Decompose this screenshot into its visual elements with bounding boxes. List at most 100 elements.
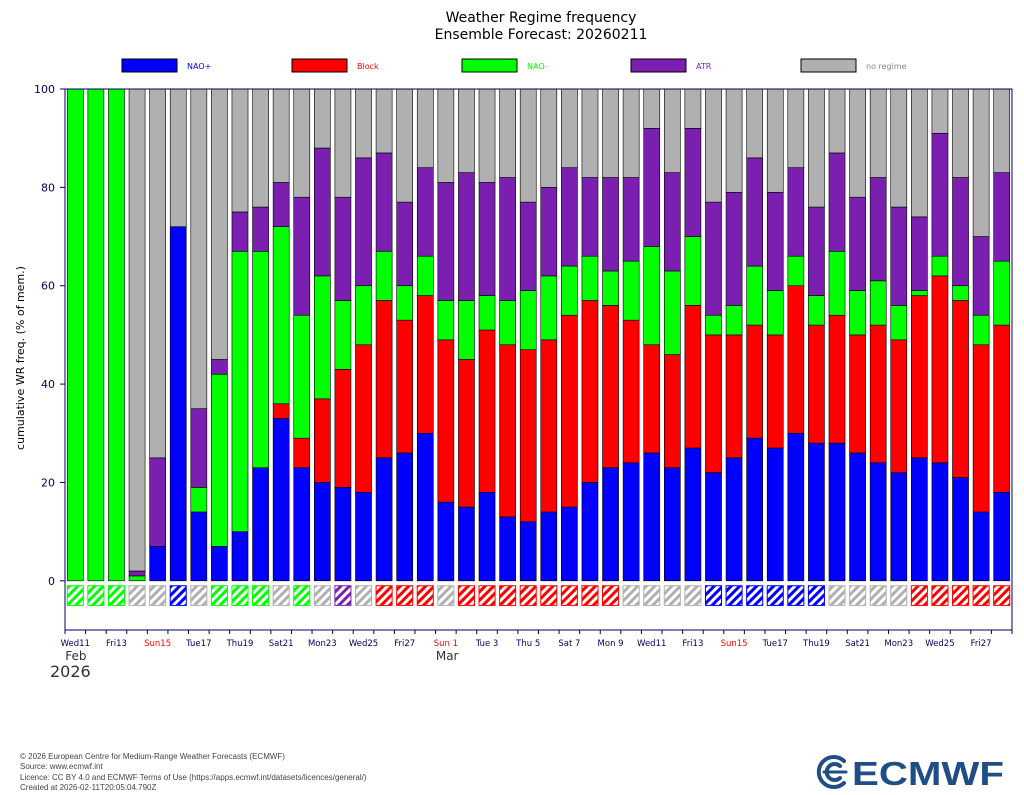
bar-segment-atr <box>643 128 661 247</box>
dominant-regime-marker <box>437 585 455 606</box>
bar-segment-nao- <box>458 300 475 360</box>
bar-segment-nao- <box>334 487 352 582</box>
dominant-regime-marker <box>704 585 723 606</box>
bar-segment-nao- <box>622 462 640 582</box>
x-tick-label: Sat 7 <box>558 639 580 649</box>
dominant-regime-marker <box>190 585 208 606</box>
dominant-regime-marker <box>107 585 126 606</box>
bar-segment-nao- <box>766 290 784 336</box>
bar-segment-nao- <box>561 265 578 316</box>
bar-segment-nao- <box>931 462 949 582</box>
bar-segment-no-regime <box>705 88 722 203</box>
bar-segment-block <box>293 437 311 469</box>
dominant-regime-marker <box>766 585 784 606</box>
bar-segment-nao- <box>293 314 311 439</box>
bar-segment-nao- <box>828 442 846 582</box>
dominant-regime-marker <box>684 585 702 606</box>
bar-segment-atr <box>746 157 763 267</box>
bar-segment-nao- <box>231 251 249 532</box>
dominant-regime-marker <box>910 585 928 606</box>
bar-segment-nao- <box>828 251 846 316</box>
bar-segment-no-regime <box>396 88 414 203</box>
bar-segment-atr <box>211 359 228 375</box>
legend-label: ATR <box>696 62 712 71</box>
bar-segment-no-regime <box>602 88 619 178</box>
bar-segment-no-regime <box>808 88 825 208</box>
bar-segment-nao- <box>375 251 393 301</box>
bar-segment-block <box>663 354 681 468</box>
month-label: Feb <box>65 649 86 663</box>
x-tick-label: Thu19 <box>226 639 254 649</box>
bar-segment-block <box>458 359 475 508</box>
bar-segment-nao- <box>931 255 949 277</box>
y-tick-label: 80 <box>41 181 55 194</box>
x-tick-label: Fri13 <box>682 639 703 649</box>
bar-segment-nao- <box>602 467 619 582</box>
chart: Weather Regime frequency Ensemble Foreca… <box>14 10 1013 681</box>
dominant-regime-marker <box>416 585 434 606</box>
bar-segment-atr <box>849 196 866 291</box>
bar-segment-no-regime <box>211 88 228 360</box>
legend-item-atr: ATR <box>630 58 712 73</box>
bar-segment-block <box>746 324 763 439</box>
bar-segment-atr <box>519 201 537 291</box>
bar-segment-nao- <box>169 226 187 582</box>
dominant-regime-marker <box>622 585 640 606</box>
bar-segment-block <box>581 300 599 483</box>
bar-segment-block <box>478 329 496 493</box>
bar-segment-block <box>334 369 352 488</box>
bar-segment-nao- <box>458 506 475 582</box>
bar-segment-block <box>849 334 866 454</box>
x-tick-label: Sun15 <box>144 639 171 649</box>
bar-segment-no-regime <box>190 88 208 409</box>
bar-segment-no-regime <box>540 88 558 188</box>
legend-item-nao-: NAO+ <box>121 58 211 73</box>
dominant-regime-marker <box>602 585 620 606</box>
bar-segment-nao- <box>787 432 805 582</box>
dominant-regime-marker <box>334 585 352 606</box>
bar-segment-atr <box>684 128 702 237</box>
bar-segment-atr <box>622 177 640 262</box>
bar-segment-block <box>911 295 928 459</box>
bar-segment-no-regime <box>231 88 249 213</box>
bar-segment-nao- <box>416 255 434 296</box>
dominant-regime-marker <box>540 585 558 606</box>
bar-segment-atr <box>314 147 331 277</box>
bar-segment-nao- <box>911 290 928 296</box>
bar-segment-atr <box>828 152 846 252</box>
dominant-regime-marker <box>66 585 84 606</box>
bar-segment-atr <box>911 216 928 291</box>
bar-segment-atr <box>869 177 887 282</box>
dominant-regime-marker <box>210 585 228 606</box>
bar-segment-no-regime <box>478 88 496 183</box>
bar-segment-nao- <box>952 285 969 301</box>
legend-swatch <box>121 58 178 73</box>
bar-segment-no-regime <box>149 88 166 459</box>
x-tick-label: Mon 9 <box>598 639 624 649</box>
legend-label: NAO- <box>527 62 548 71</box>
copyright-text: © 2026 European Centre for Medium-Range … <box>20 752 285 761</box>
bar-segment-atr <box>396 201 414 287</box>
bar-segment-atr <box>705 201 722 316</box>
dominant-regime-marker <box>807 585 825 606</box>
bar-segment-no-regime <box>663 88 681 173</box>
bar-segment-nao- <box>808 442 825 582</box>
bar-segment-no-regime <box>499 88 516 178</box>
bar-segment-nao- <box>87 88 105 582</box>
bar-segment-block <box>931 275 949 464</box>
bar-segment-no-regime <box>169 88 187 228</box>
bar-segment-nao- <box>108 88 125 582</box>
bar-segment-block <box>355 344 372 493</box>
bar-segment-nao- <box>396 452 414 582</box>
bar-segment-no-regime <box>746 88 763 159</box>
bar-segment-no-regime <box>314 88 331 149</box>
x-tick-label: Sun 1 <box>434 639 458 649</box>
bar-segment-nao- <box>231 531 249 582</box>
bar-segment-no-regime <box>272 88 290 183</box>
bar-segment-block <box>972 344 990 513</box>
dominant-regime-marker <box>663 585 681 606</box>
bar-segment-nao- <box>746 265 763 326</box>
dominant-regime-marker <box>478 585 496 606</box>
legend-swatch <box>630 58 687 73</box>
bar-segment-atr <box>952 177 969 287</box>
